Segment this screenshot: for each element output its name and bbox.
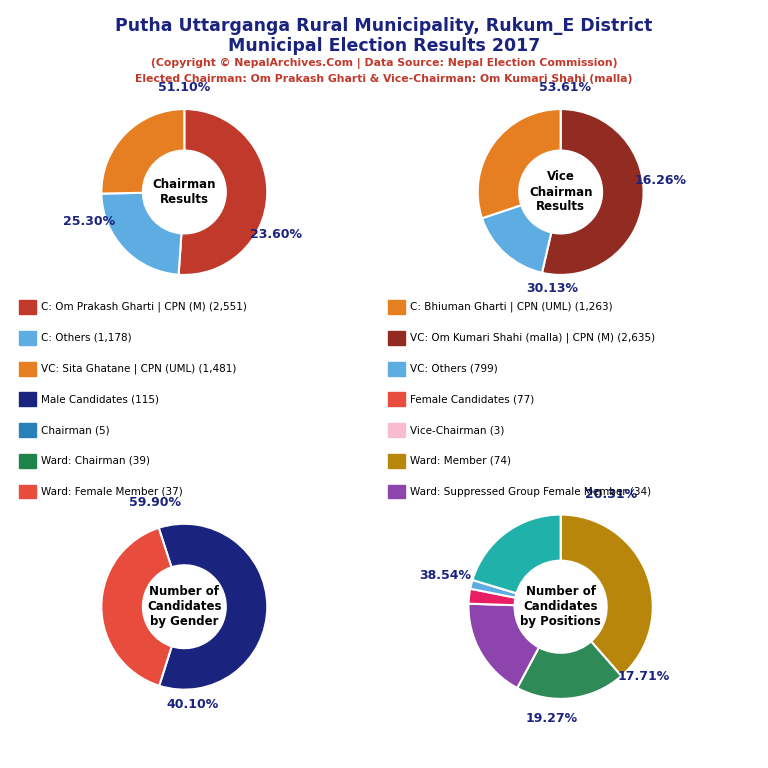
Text: 40.10%: 40.10% — [167, 698, 219, 711]
Wedge shape — [101, 193, 181, 275]
Text: 23.60%: 23.60% — [250, 227, 302, 240]
Text: VC: Om Kumari Shahi (malla) | CPN (M) (2,635): VC: Om Kumari Shahi (malla) | CPN (M) (2… — [410, 333, 655, 343]
Text: VC: Sita Ghatane | CPN (UML) (1,481): VC: Sita Ghatane | CPN (UML) (1,481) — [41, 363, 237, 374]
Text: Ward: Member (74): Ward: Member (74) — [410, 455, 511, 466]
Wedge shape — [101, 109, 184, 194]
Wedge shape — [472, 515, 561, 594]
Wedge shape — [468, 589, 515, 605]
Text: 17.71%: 17.71% — [617, 670, 670, 684]
Wedge shape — [561, 515, 653, 676]
Text: 19.27%: 19.27% — [525, 712, 578, 725]
Wedge shape — [179, 109, 267, 275]
Text: Ward: Suppressed Group Female Member (34): Ward: Suppressed Group Female Member (34… — [410, 486, 651, 497]
Text: Putha Uttarganga Rural Municipality, Rukum_E District: Putha Uttarganga Rural Municipality, Ruk… — [115, 17, 653, 35]
Text: Ward: Chairman (39): Ward: Chairman (39) — [41, 455, 151, 466]
Text: Male Candidates (115): Male Candidates (115) — [41, 394, 160, 405]
Text: VC: Others (799): VC: Others (799) — [410, 363, 498, 374]
Text: C: Bhiuman Gharti | CPN (UML) (1,263): C: Bhiuman Gharti | CPN (UML) (1,263) — [410, 302, 613, 313]
Text: 30.13%: 30.13% — [526, 282, 578, 295]
Text: 51.10%: 51.10% — [158, 81, 210, 94]
Text: Vice
Chairman
Results: Vice Chairman Results — [529, 170, 592, 214]
Wedge shape — [482, 205, 551, 273]
Text: (Copyright © NepalArchives.Com | Data Source: Nepal Election Commission): (Copyright © NepalArchives.Com | Data So… — [151, 58, 617, 69]
Text: 59.90%: 59.90% — [129, 495, 181, 508]
Text: Vice-Chairman (3): Vice-Chairman (3) — [410, 425, 505, 435]
Text: Chairman
Results: Chairman Results — [153, 178, 216, 206]
Text: C: Others (1,178): C: Others (1,178) — [41, 333, 132, 343]
Text: 2.60%: 2.60% — [0, 767, 1, 768]
Wedge shape — [542, 109, 644, 275]
Text: 25.30%: 25.30% — [63, 215, 115, 228]
Text: 16.26%: 16.26% — [634, 174, 686, 187]
Text: 38.54%: 38.54% — [419, 569, 472, 582]
Wedge shape — [159, 524, 267, 690]
Text: Elected Chairman: Om Prakash Gharti & Vice-Chairman: Om Kumari Shahi (malla): Elected Chairman: Om Prakash Gharti & Vi… — [135, 74, 633, 84]
Wedge shape — [101, 528, 172, 686]
Wedge shape — [517, 641, 621, 699]
Wedge shape — [470, 580, 517, 598]
Text: Chairman (5): Chairman (5) — [41, 425, 110, 435]
Text: Municipal Election Results 2017: Municipal Election Results 2017 — [228, 37, 540, 55]
Wedge shape — [468, 604, 539, 688]
Text: Ward: Female Member (37): Ward: Female Member (37) — [41, 486, 184, 497]
Text: 53.61%: 53.61% — [539, 81, 591, 94]
Text: Number of
Candidates
by Positions: Number of Candidates by Positions — [520, 585, 601, 628]
Text: Female Candidates (77): Female Candidates (77) — [410, 394, 535, 405]
Text: 20.31%: 20.31% — [585, 488, 637, 501]
Wedge shape — [478, 109, 561, 218]
Text: C: Om Prakash Gharti | CPN (M) (2,551): C: Om Prakash Gharti | CPN (M) (2,551) — [41, 302, 247, 313]
Text: Number of
Candidates
by Gender: Number of Candidates by Gender — [147, 585, 222, 628]
Text: 1.56%: 1.56% — [0, 767, 1, 768]
